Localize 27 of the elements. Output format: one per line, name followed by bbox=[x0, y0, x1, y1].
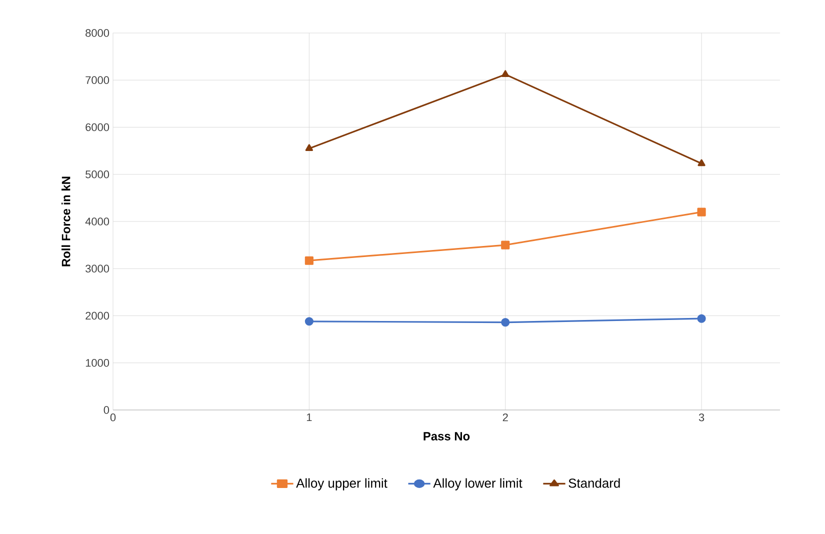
legend-label: Alloy upper limit bbox=[296, 478, 388, 490]
x-tick-label: 3 bbox=[698, 414, 704, 422]
x-tick-label: 1 bbox=[306, 414, 312, 422]
y-tick-label: 8000 bbox=[86, 29, 110, 37]
x-tick-label: 0 bbox=[110, 414, 116, 422]
y-tick-label: 5000 bbox=[86, 170, 110, 178]
point bbox=[697, 314, 706, 323]
y-axis-title: Roll Force in kN bbox=[61, 176, 70, 266]
y-tick-label: 4000 bbox=[85, 218, 110, 226]
legend-label: Alloy lower limit bbox=[433, 478, 522, 490]
y-tick-label: 1000 bbox=[86, 358, 110, 367]
point bbox=[697, 208, 706, 216]
point bbox=[502, 70, 510, 78]
point bbox=[304, 256, 314, 265]
y-tick-label: 6000 bbox=[86, 123, 110, 132]
x-tick-label: 2 bbox=[502, 414, 508, 422]
y-tick-label: 3000 bbox=[86, 264, 110, 272]
point bbox=[304, 317, 314, 326]
y-tick-label: 2000 bbox=[86, 312, 110, 320]
point bbox=[305, 144, 314, 151]
point bbox=[501, 318, 510, 327]
legend-label: Standard bbox=[568, 478, 620, 488]
x-axis-title: Pass No bbox=[424, 432, 470, 440]
y-tick-label: 7000 bbox=[86, 76, 110, 84]
y-tick-label: 0 bbox=[104, 406, 110, 414]
point bbox=[501, 240, 510, 250]
point bbox=[698, 159, 706, 166]
